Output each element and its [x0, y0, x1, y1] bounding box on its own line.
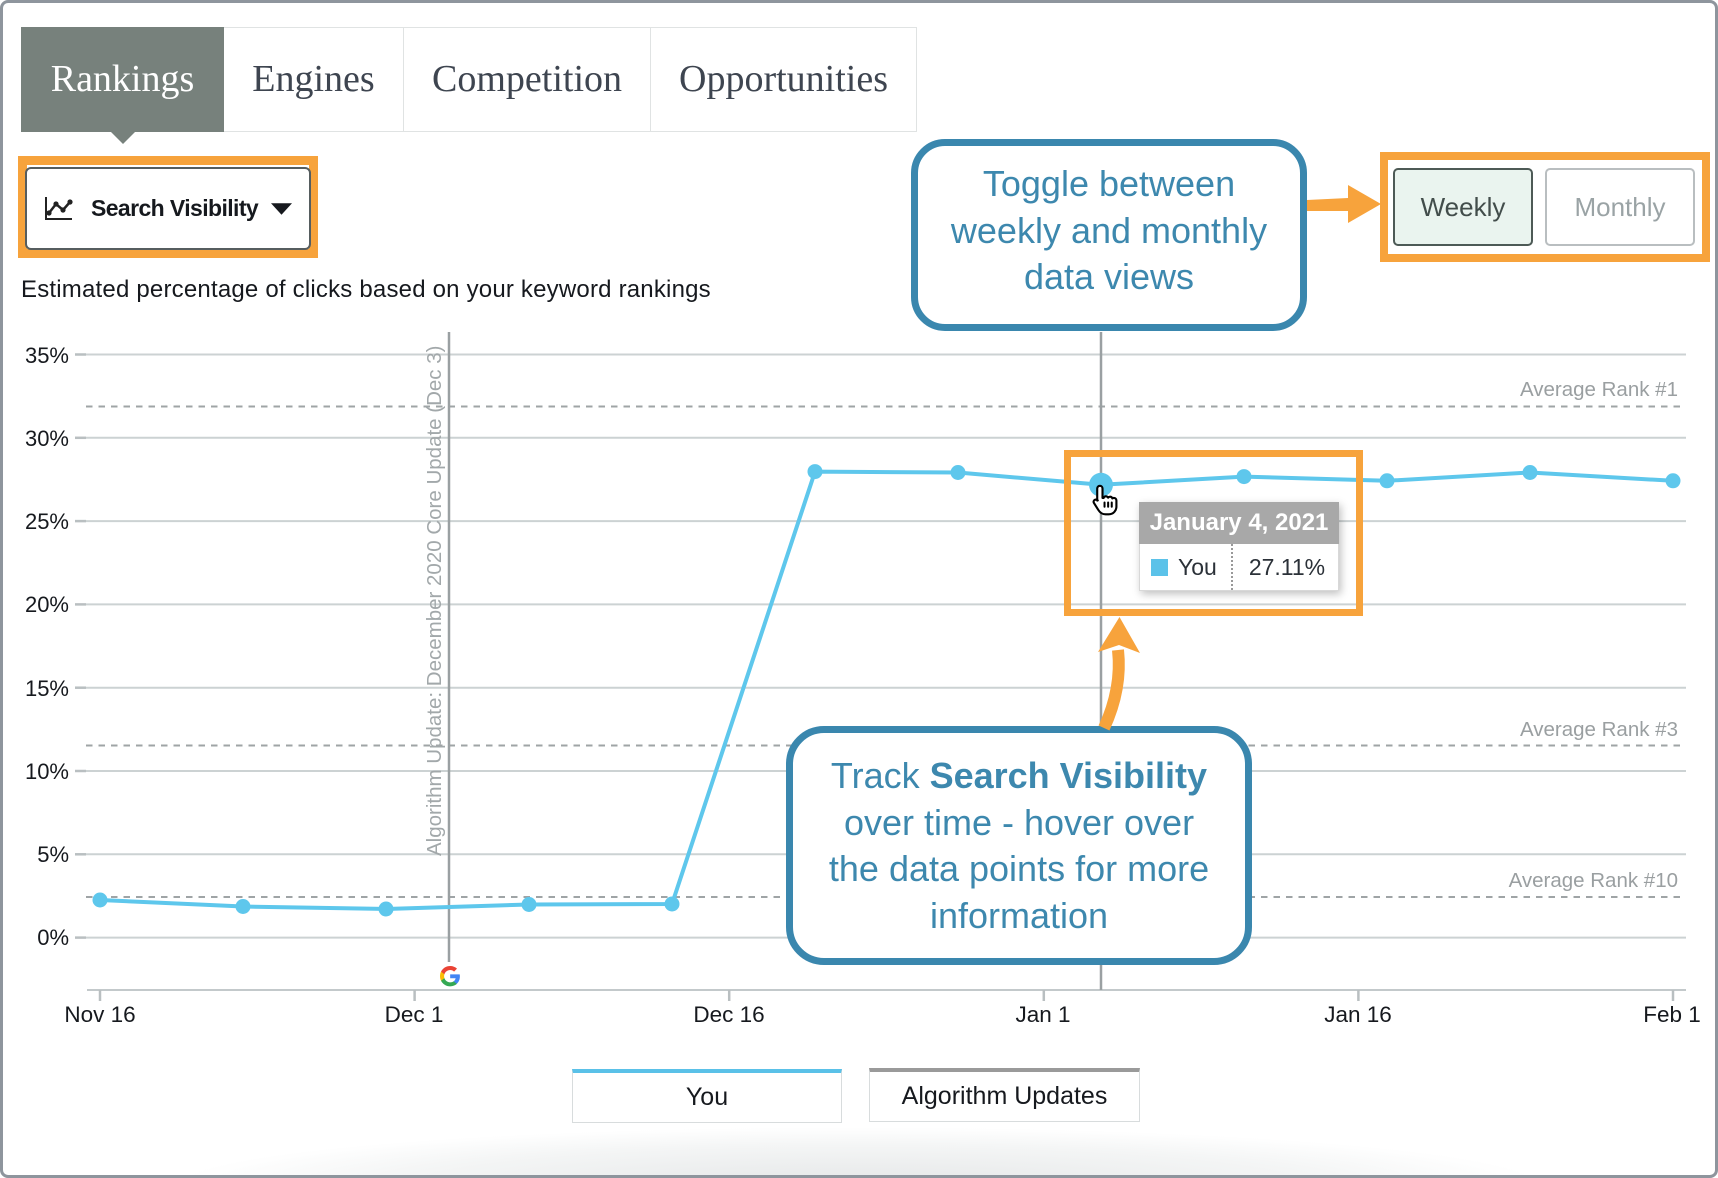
svg-text:Feb 1: Feb 1 [1643, 1002, 1701, 1027]
svg-text:0%: 0% [37, 925, 69, 950]
svg-text:Average Rank #1: Average Rank #1 [1520, 378, 1678, 401]
svg-text:25%: 25% [25, 509, 69, 534]
svg-text:20%: 20% [25, 592, 69, 617]
svg-text:30%: 30% [25, 426, 69, 451]
svg-text:Jan 1: Jan 1 [1015, 1002, 1070, 1027]
svg-text:Nov 16: Nov 16 [64, 1002, 135, 1027]
svg-text:15%: 15% [25, 676, 69, 701]
svg-text:35%: 35% [25, 343, 69, 368]
svg-text:Algorithm Update: December 202: Algorithm Update: December 2020 Core Upd… [423, 346, 446, 856]
svg-text:10%: 10% [25, 759, 69, 784]
svg-text:Average Rank #3: Average Rank #3 [1520, 718, 1678, 741]
svg-text:Jan 16: Jan 16 [1324, 1002, 1392, 1027]
svg-text:Dec 16: Dec 16 [693, 1002, 764, 1027]
svg-text:Average Rank #10: Average Rank #10 [1509, 869, 1678, 892]
svg-text:5%: 5% [37, 842, 69, 867]
svg-text:Dec 1: Dec 1 [385, 1002, 444, 1027]
